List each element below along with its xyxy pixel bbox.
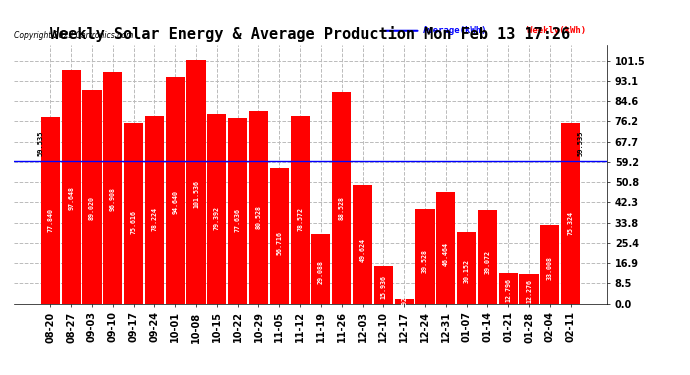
Bar — [332, 92, 351, 304]
Bar — [457, 231, 476, 304]
Text: Copyright 2023 Cartronics.com: Copyright 2023 Cartronics.com — [14, 31, 133, 40]
Bar — [166, 77, 185, 304]
FancyBboxPatch shape — [500, 24, 524, 37]
Bar — [561, 123, 580, 304]
Bar — [353, 185, 372, 304]
Text: 94.640: 94.640 — [172, 190, 178, 214]
Text: 46.464: 46.464 — [443, 242, 448, 266]
Text: 101.536: 101.536 — [193, 180, 199, 208]
Text: 49.624: 49.624 — [359, 238, 366, 262]
Text: 12.796: 12.796 — [505, 278, 511, 302]
Text: 97.648: 97.648 — [68, 186, 74, 210]
Bar — [41, 117, 60, 304]
Bar — [311, 234, 331, 304]
Bar — [395, 299, 414, 304]
Text: 39.072: 39.072 — [484, 250, 491, 274]
Text: 1.928: 1.928 — [401, 292, 407, 312]
Text: 78.224: 78.224 — [151, 207, 157, 231]
Bar — [270, 168, 289, 304]
Text: 79.392: 79.392 — [214, 206, 220, 230]
Text: 89.020: 89.020 — [89, 196, 95, 220]
Text: 77.840: 77.840 — [48, 208, 53, 232]
Bar — [228, 118, 247, 304]
Text: 59.535: 59.535 — [38, 131, 43, 156]
Bar — [499, 273, 518, 304]
Text: 96.908: 96.908 — [110, 187, 116, 211]
Text: 77.636: 77.636 — [235, 208, 241, 232]
Bar — [520, 274, 539, 304]
Bar — [145, 116, 164, 304]
Bar — [104, 72, 122, 304]
Text: 78.572: 78.572 — [297, 207, 303, 231]
Text: 80.528: 80.528 — [255, 205, 262, 229]
Text: 12.276: 12.276 — [526, 279, 532, 303]
Bar — [124, 123, 143, 304]
Text: Average(kWh): Average(kWh) — [423, 26, 488, 35]
Text: 75.616: 75.616 — [130, 210, 137, 234]
Bar — [478, 210, 497, 304]
Bar — [249, 111, 268, 304]
Bar — [186, 60, 206, 304]
Bar — [207, 114, 226, 304]
Text: 59.535: 59.535 — [578, 131, 583, 156]
Bar — [61, 70, 81, 304]
Text: 29.088: 29.088 — [318, 260, 324, 284]
Bar — [436, 192, 455, 304]
Title: Weekly Solar Energy & Average Production Mon Feb 13 17:26: Weekly Solar Energy & Average Production… — [50, 27, 571, 42]
Text: 39.528: 39.528 — [422, 249, 428, 273]
Text: 33.008: 33.008 — [547, 256, 553, 280]
Text: 56.716: 56.716 — [276, 231, 282, 255]
Text: 30.152: 30.152 — [464, 259, 470, 283]
Bar — [540, 225, 560, 304]
Text: 75.324: 75.324 — [568, 210, 573, 234]
Text: 15.936: 15.936 — [380, 274, 386, 298]
Text: 88.528: 88.528 — [339, 196, 345, 220]
Bar — [82, 90, 101, 304]
Bar — [415, 209, 435, 304]
Text: Weekly(kWh): Weekly(kWh) — [527, 26, 586, 35]
Bar — [374, 266, 393, 304]
Bar — [290, 116, 310, 304]
